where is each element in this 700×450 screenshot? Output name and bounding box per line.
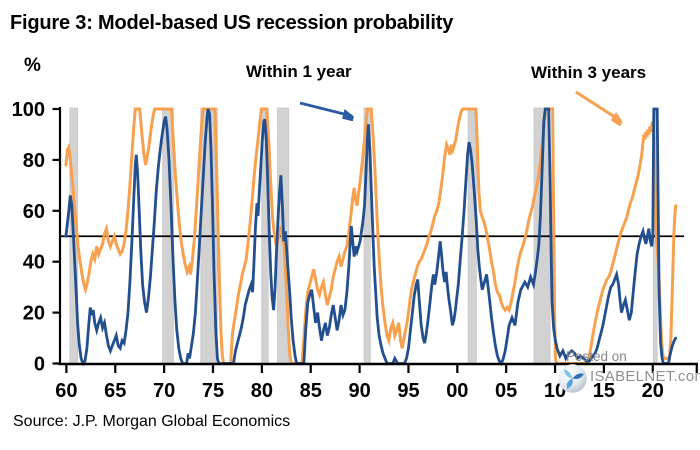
y-tick-label-100: 100 — [12, 99, 45, 121]
y-axis-unit-label: % — [24, 55, 41, 76]
x-tick-label-05: 05 — [495, 380, 517, 402]
figure-title: Figure 3: Model-based US recession proba… — [10, 12, 454, 34]
watermark-posted-on: Posted on — [566, 349, 627, 364]
series-within-1-year — [64, 107, 678, 367]
y-tick-label-0: 0 — [34, 354, 45, 376]
x-tick-label-15: 15 — [593, 380, 615, 402]
x-tick-label-20: 20 — [642, 380, 664, 402]
x-tick-label-85: 85 — [300, 380, 322, 402]
x-tick-label-75: 75 — [202, 380, 224, 402]
series-within-3-years — [64, 107, 678, 365]
y-tick-label-20: 20 — [23, 303, 45, 325]
within-1-year-arrow-icon — [299, 101, 352, 116]
x-tick-label-65: 65 — [104, 380, 126, 402]
within-3-years-arrow-icon — [575, 90, 621, 121]
x-tick-label-60: 60 — [55, 380, 77, 402]
y-tick-label-80: 80 — [23, 150, 45, 172]
annotation-within-1-year: Within 1 year — [246, 62, 352, 81]
x-tick-label-90: 90 — [348, 380, 370, 402]
x-tick-label-00: 00 — [446, 380, 468, 402]
x-tick-label-70: 70 — [153, 380, 175, 402]
y-tick-label-40: 40 — [23, 252, 45, 274]
y-tick-label-60: 60 — [23, 201, 45, 223]
watermark-isabelnet: ISABELNET.com — [590, 368, 700, 385]
source-caption: Source: J.P. Morgan Global Economics — [13, 413, 291, 430]
x-tick-label-95: 95 — [397, 380, 419, 402]
x-tick-label-80: 80 — [251, 380, 273, 402]
isabelnet-logo-icon — [558, 364, 587, 393]
annotation-within-3-years: Within 3 years — [531, 63, 647, 82]
